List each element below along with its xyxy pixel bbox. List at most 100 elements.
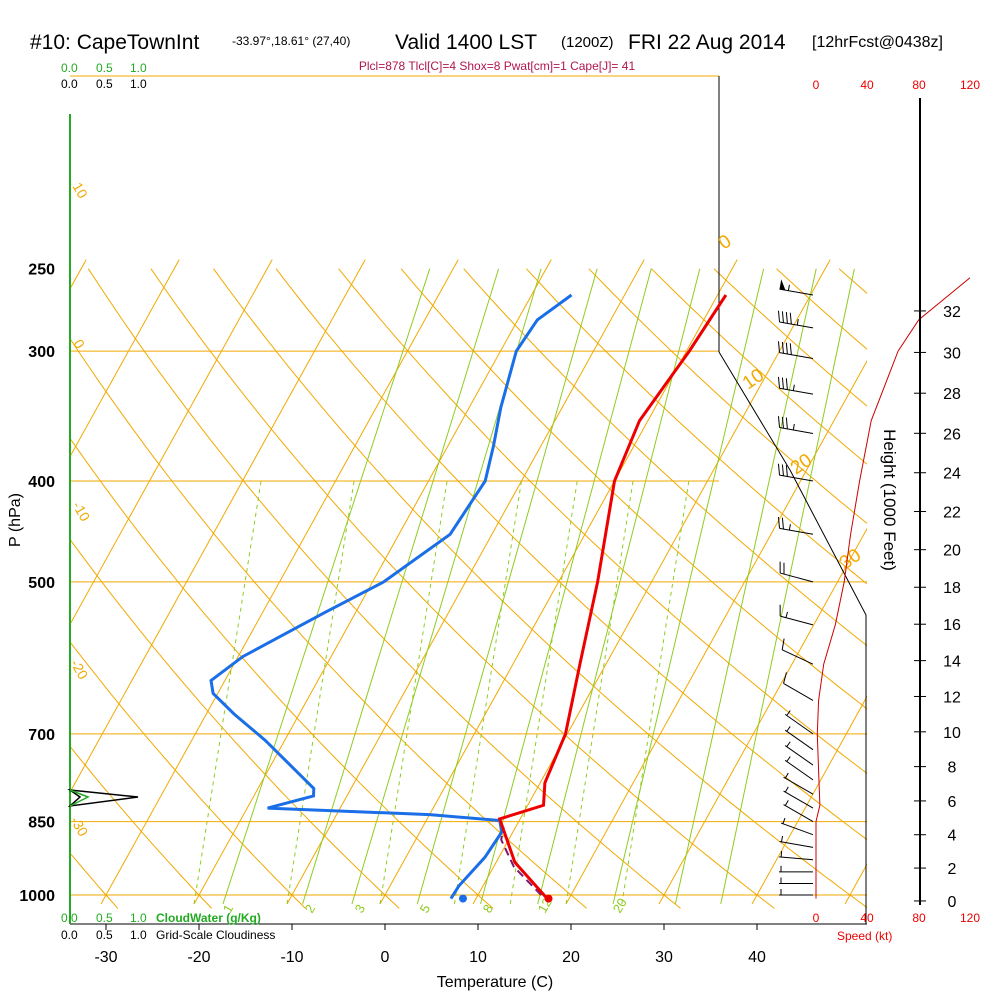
dry-adiabat-line bbox=[463, 268, 867, 647]
wind-barb bbox=[777, 516, 814, 535]
wind-barb bbox=[779, 279, 814, 296]
barb-full bbox=[789, 343, 792, 355]
cloud-top-value: 0.0 bbox=[61, 61, 78, 75]
mixing-ratio-label: 3 bbox=[352, 902, 369, 916]
barb-shaft bbox=[779, 427, 814, 434]
isotherm-line bbox=[751, 695, 867, 905]
wind-barb bbox=[784, 741, 814, 766]
barb-half bbox=[780, 850, 783, 858]
adiabat-label: 0 bbox=[70, 337, 88, 352]
height-tick-label: 12 bbox=[943, 689, 961, 706]
dry-adiabat-lines bbox=[70, 268, 1000, 909]
wind-barb bbox=[779, 865, 813, 873]
forecast-date: FRI 22 Aug 2014 bbox=[628, 31, 786, 54]
height-tick-label: 2 bbox=[948, 861, 957, 878]
barb-full bbox=[777, 341, 781, 353]
isotherm-line bbox=[844, 863, 867, 905]
height-tick-label: 14 bbox=[943, 654, 961, 671]
temperature-tick-label: -30 bbox=[94, 949, 117, 966]
speed-top-value: 40 bbox=[860, 78, 874, 92]
barb-half bbox=[786, 710, 791, 716]
height-tick-label: 18 bbox=[943, 580, 961, 597]
dry-adiabat-line bbox=[651, 268, 867, 465]
cloudiness-spike bbox=[69, 789, 90, 807]
dry-adiabat-line bbox=[776, 268, 867, 350]
adiabat-label: 20 bbox=[787, 450, 816, 479]
adiabat-label: -20 bbox=[67, 657, 91, 683]
barb-full bbox=[785, 465, 788, 477]
barb-shaft bbox=[783, 776, 814, 795]
barb-half bbox=[784, 786, 789, 793]
barb-shaft bbox=[779, 474, 814, 482]
speed-bottom-value: 40 bbox=[860, 911, 874, 925]
wind-barbs bbox=[777, 279, 814, 896]
barb-half bbox=[787, 284, 790, 291]
dry-adiabat-line bbox=[87, 268, 681, 909]
barb-half bbox=[785, 611, 788, 618]
barb-shaft bbox=[779, 387, 814, 395]
temperature-tick-label: -10 bbox=[280, 949, 303, 966]
wind-barb bbox=[783, 786, 814, 809]
speed-bottom-value: 80 bbox=[912, 911, 926, 925]
temperature-tick-label: -20 bbox=[187, 949, 210, 966]
cloud-top-value: 0.5 bbox=[96, 61, 113, 75]
cloudwater-label: CloudWater (g/Kg) bbox=[156, 911, 261, 925]
wind-barb bbox=[783, 800, 814, 823]
pressure-axis-label: P (hPa) bbox=[7, 493, 24, 547]
barb-full bbox=[789, 312, 792, 325]
barb-half bbox=[784, 772, 789, 779]
barb-shaft bbox=[780, 572, 814, 583]
parcel-trace bbox=[500, 826, 542, 896]
mixing-ratio-line bbox=[416, 268, 598, 905]
surface-dewpoint-marker bbox=[458, 894, 467, 903]
isotherm-line bbox=[70, 259, 180, 458]
wind-barb bbox=[779, 604, 814, 626]
moist-adiabat-line bbox=[453, 480, 522, 905]
cloud-top-gray-value: 1.0 bbox=[130, 77, 147, 91]
barb-full bbox=[781, 377, 784, 389]
barb-half bbox=[786, 741, 791, 747]
temperature-axis-label: Temperature (C) bbox=[437, 974, 553, 991]
dry-adiabat-line bbox=[588, 268, 867, 525]
pressure-tick-label: 500 bbox=[28, 575, 55, 592]
dry-adiabat-line bbox=[70, 538, 400, 909]
barb-full bbox=[785, 311, 788, 324]
height-tick-label: 20 bbox=[943, 543, 961, 560]
barb-half bbox=[796, 319, 799, 326]
dry-adiabat-line bbox=[964, 269, 1000, 909]
barb-full bbox=[781, 638, 785, 650]
height-tick-label: 30 bbox=[943, 345, 961, 362]
speed-top-value: 0 bbox=[813, 78, 820, 92]
height-tick-label: 6 bbox=[948, 794, 957, 811]
cloud-top-gray-value: 0.0 bbox=[61, 77, 78, 91]
dry-adiabat-line bbox=[70, 745, 212, 909]
temperature-tick-label: 30 bbox=[655, 949, 673, 966]
mixing-ratio-label: 2 bbox=[302, 902, 319, 916]
barb-shaft bbox=[783, 790, 814, 809]
height-tick-label: 0 bbox=[948, 894, 957, 911]
dry-adiabat-line bbox=[70, 337, 588, 909]
cloudiness-label: Grid-Scale Cloudiness bbox=[156, 928, 275, 942]
pressure-tick-label: 400 bbox=[28, 474, 55, 491]
dry-adiabat-line bbox=[400, 268, 867, 710]
barb-full bbox=[785, 378, 788, 390]
barb-full bbox=[777, 310, 781, 323]
barb-full bbox=[785, 342, 788, 355]
station-coords: -33.97°,18.61° (27,40) bbox=[232, 34, 350, 48]
dry-adiabat-line bbox=[338, 268, 867, 775]
temperature-tick-label: 0 bbox=[381, 949, 390, 966]
wind-barb bbox=[781, 638, 814, 665]
moist-adiabat-line bbox=[193, 480, 262, 905]
temperature-trace bbox=[497, 294, 728, 901]
wind-barb bbox=[777, 463, 814, 482]
temperature-ticks: -30 -20 -10 0 10 20 30 40 bbox=[94, 924, 766, 966]
barb-half bbox=[788, 524, 791, 531]
mixing-ratio-line bbox=[674, 268, 817, 905]
height-axis-label: Height (1000 Feet) bbox=[880, 429, 899, 571]
barb-full bbox=[781, 517, 784, 530]
cloud-bottom-value: 1.0 bbox=[130, 911, 147, 925]
cloudiness-value: 0.0 bbox=[61, 928, 78, 942]
barb-shaft bbox=[784, 713, 814, 735]
barb-shaft bbox=[779, 527, 814, 535]
